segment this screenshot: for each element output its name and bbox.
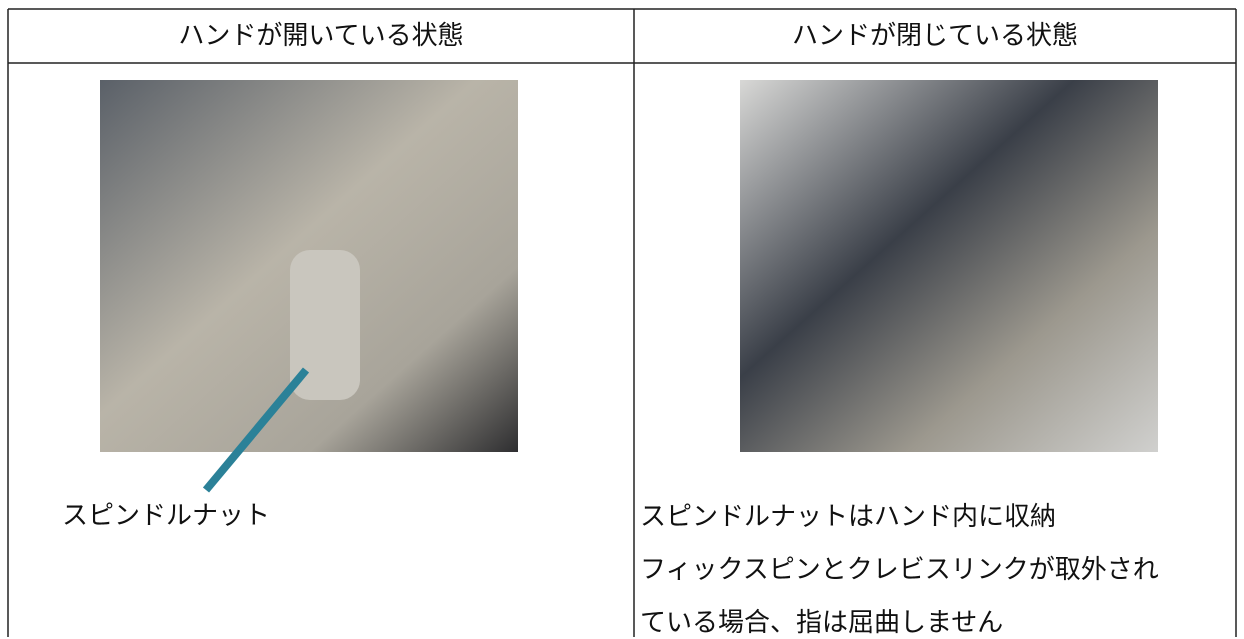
note-line: フィックスピンとクレビスリンクが取外され [640,555,1159,585]
note-line: スピンドルナットはハンド内に収納 [640,502,1057,532]
column-header: ハンドが開いている状態 [178,21,464,51]
column-header: ハンドが閉じている状態 [791,21,1078,51]
spindle-nut [290,250,360,400]
photo-closed-hand [740,80,1158,452]
note-line: ている場合、指は屈曲しません [640,608,1004,638]
callout-label: スピンドルナット [62,501,271,531]
table-lines [7,8,1237,637]
pointer-arrow [202,367,310,493]
